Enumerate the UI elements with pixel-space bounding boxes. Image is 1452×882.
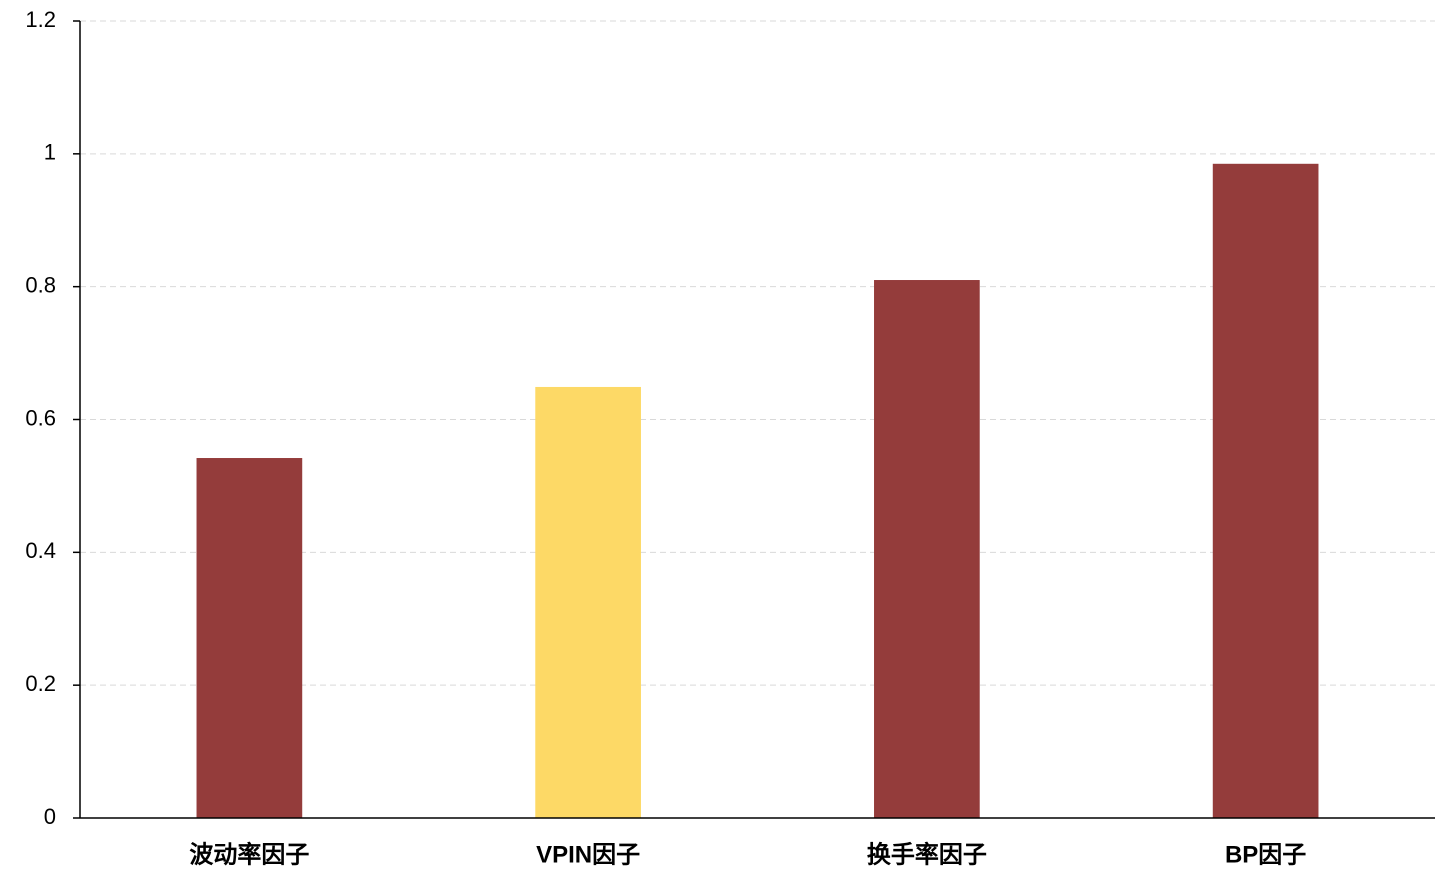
bar: [1212, 163, 1319, 818]
y-tick-label: 0.4: [25, 538, 56, 563]
y-tick-label: 0.6: [25, 405, 56, 430]
bar: [874, 280, 980, 818]
y-tick-label: 0.8: [25, 272, 56, 297]
x-tick-label: 波动率因子: [189, 840, 309, 868]
bar: [535, 386, 641, 818]
y-tick-label: 0: [44, 804, 56, 829]
y-tick-label: 1.2: [25, 7, 56, 32]
x-tick-label: BP因子: [1225, 841, 1306, 868]
y-tick-label: 0.2: [25, 671, 56, 696]
x-tick-label: 换手率因子: [867, 840, 987, 868]
y-tick-label: 1: [44, 140, 56, 165]
bar: [196, 458, 303, 818]
x-tick-label: VPIN因子: [536, 841, 640, 868]
